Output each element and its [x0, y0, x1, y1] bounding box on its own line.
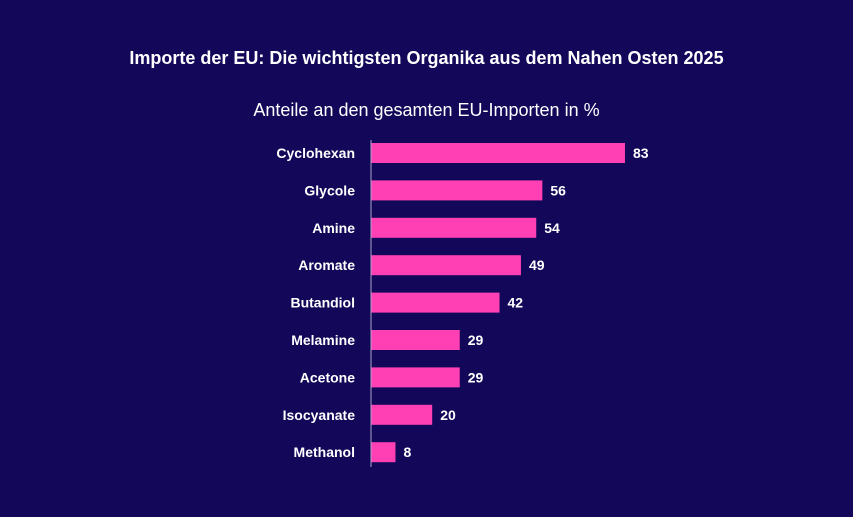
- bar: [371, 442, 396, 463]
- bar: [371, 367, 460, 388]
- category-label: Amine: [312, 220, 355, 236]
- category-label: Isocyanate: [283, 407, 356, 423]
- data-label: 83: [633, 145, 649, 161]
- data-label: 8: [403, 444, 411, 460]
- category-label: Glycole: [304, 182, 355, 198]
- category-label: Aromate: [298, 257, 355, 273]
- chart-title: Importe der EU: Die wichtigsten Organika…: [129, 48, 724, 68]
- data-label: 29: [468, 332, 484, 348]
- bar: [371, 330, 460, 350]
- data-label: 54: [544, 220, 560, 236]
- data-label: 49: [529, 257, 545, 273]
- bar: [371, 143, 625, 163]
- data-label: 56: [550, 182, 566, 198]
- data-label: 29: [468, 369, 484, 385]
- category-label: Butandiol: [290, 295, 355, 311]
- data-label: 42: [508, 295, 524, 311]
- category-label: Methanol: [294, 444, 355, 460]
- bar: [371, 180, 543, 201]
- bar: [371, 292, 500, 313]
- category-label: Cyclohexan: [276, 145, 355, 161]
- chart-subtitle: Anteile an den gesamten EU-Importen in %: [253, 100, 600, 120]
- bar: [371, 255, 521, 276]
- data-label: 20: [440, 407, 456, 423]
- bar: [371, 217, 537, 238]
- bar: [371, 404, 433, 425]
- category-label: Acetone: [300, 369, 355, 385]
- category-label: Melamine: [291, 332, 355, 348]
